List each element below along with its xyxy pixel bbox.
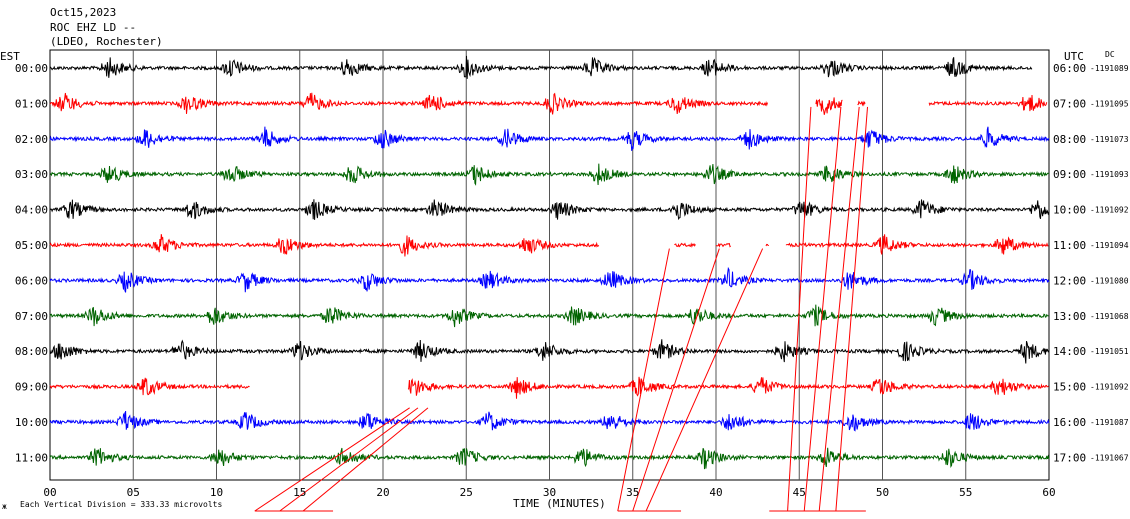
trace-segment <box>815 97 843 115</box>
est-hour-label: 03:00 <box>15 168 48 181</box>
trace-segment <box>49 199 1050 221</box>
dc-value-label: -1191089 <box>1090 64 1129 73</box>
dc-value-label: -1191051 <box>1090 347 1129 356</box>
x-tick-label: 20 <box>376 486 389 499</box>
trace-segment <box>674 242 696 248</box>
dc-offset-label: DC <box>1105 50 1115 59</box>
x-tick-label: 55 <box>959 486 972 499</box>
scale-note: Each Vertical Division = 333.33 microvol… <box>20 500 222 509</box>
est-hour-label: 11:00 <box>15 451 48 464</box>
utc-hour-label: 09:00 <box>1053 168 1086 181</box>
utc-hour-label: 16:00 <box>1053 416 1086 429</box>
x-axis-title: TIME (MINUTES) <box>513 497 606 510</box>
x-tick-label: 50 <box>876 486 889 499</box>
est-hour-label: 00:00 <box>15 62 48 75</box>
header-date: Oct15,2023 <box>50 6 116 19</box>
trace-segment <box>715 242 732 248</box>
utc-hour-label: 13:00 <box>1053 310 1086 323</box>
trace-segment <box>49 410 1050 432</box>
x-tick-label: 25 <box>460 486 473 499</box>
header-network: (LDEO, Rochester) <box>50 35 163 48</box>
x-tick-label: 40 <box>709 486 722 499</box>
x-tick-labels: 00 05 10 15 20 25 30 35 40 45 50 55 60 <box>43 486 1055 499</box>
clip-line <box>632 248 720 512</box>
trace-segment <box>49 304 1050 328</box>
trace-segment <box>49 266 1050 293</box>
x-tick-label: 10 <box>210 486 223 499</box>
dc-value-label: -1191073 <box>1090 135 1129 144</box>
trace-segment <box>49 55 1033 79</box>
dc-value-label: -1191092 <box>1090 206 1129 215</box>
x-tick-label: 35 <box>626 486 639 499</box>
dc-value-labels: -1191089 -1191095 -1191073 -1191093 -1191092… <box>1090 64 1129 462</box>
clip-line <box>645 248 764 512</box>
header-block: Oct15,2023 ROC EHZ LD -- (LDEO, Rocheste… <box>50 6 163 48</box>
trace-segment <box>765 243 769 247</box>
x-tick-label: 05 <box>127 486 140 499</box>
est-hour-label: 08:00 <box>15 345 48 358</box>
clip-line <box>302 407 429 512</box>
utc-hour-labels: 06:00 07:00 08:00 09:00 10:00 11:00 12:00 13:00… <box>1053 62 1086 464</box>
clip-line <box>835 106 869 512</box>
clip-line <box>279 407 419 512</box>
trace-rows <box>49 55 1050 470</box>
trace-segment <box>928 94 1048 112</box>
right-timezone-label: UTC <box>1064 50 1084 63</box>
utc-hour-label: 08:00 <box>1053 133 1086 146</box>
trace-segment <box>49 377 250 396</box>
x-tick-label: 00 <box>43 486 56 499</box>
trace-segment <box>49 126 1050 151</box>
trace-segment <box>857 100 866 107</box>
utc-hour-label: 15:00 <box>1053 381 1086 394</box>
trace-segment <box>49 339 1050 364</box>
trace-segment <box>407 376 1049 399</box>
dc-value-label: -1191087 <box>1090 418 1129 427</box>
est-hour-label: 05:00 <box>15 239 48 252</box>
utc-hour-label: 12:00 <box>1053 274 1086 287</box>
est-hour-label: 02:00 <box>15 133 48 146</box>
trace-segment <box>49 163 1050 186</box>
time-grid <box>49 49 1050 481</box>
x-tick-label: 60 <box>1042 486 1055 499</box>
footer-mark: ж <box>2 502 7 511</box>
trace-segment <box>49 92 768 115</box>
est-hour-label: 09:00 <box>15 381 48 394</box>
dc-value-label: -1191068 <box>1090 312 1129 321</box>
x-tick-label: 30 <box>543 486 556 499</box>
dc-value-label: -1191067 <box>1090 453 1129 462</box>
utc-hour-label: 07:00 <box>1053 97 1086 110</box>
clip-line <box>254 407 410 512</box>
dc-value-label: -1191094 <box>1090 241 1129 250</box>
x-tick-label: 45 <box>793 486 806 499</box>
trace-segment <box>49 447 1050 470</box>
utc-hour-label: 17:00 <box>1053 451 1086 464</box>
est-hour-label: 01:00 <box>15 97 48 110</box>
est-hour-label: 04:00 <box>15 204 48 217</box>
est-hour-label: 07:00 <box>15 310 48 323</box>
trace-segment <box>785 234 1049 255</box>
clip-line <box>617 248 670 512</box>
clipped-signal-lines <box>254 106 869 512</box>
x-tick-label: 15 <box>293 486 306 499</box>
utc-hour-label: 06:00 <box>1053 62 1086 75</box>
dc-value-label: -1191092 <box>1090 383 1129 392</box>
header-station: ROC EHZ LD -- <box>50 21 136 34</box>
clip-line <box>787 106 812 512</box>
left-timezone-label: EST <box>0 50 20 63</box>
utc-hour-label: 14:00 <box>1053 345 1086 358</box>
dc-value-label: -1191095 <box>1090 99 1129 108</box>
est-hour-label: 10:00 <box>15 416 48 429</box>
clip-line <box>818 106 860 512</box>
dc-value-label: -1191093 <box>1090 170 1129 179</box>
est-hour-labels: 00:00 01:00 02:00 03:00 04:00 05:00 06:00 07:00… <box>15 62 48 464</box>
trace-segment <box>49 234 600 257</box>
est-hour-label: 06:00 <box>15 274 48 287</box>
utc-hour-label: 10:00 <box>1053 204 1086 217</box>
utc-hour-label: 11:00 <box>1053 239 1086 252</box>
clip-line <box>803 106 842 512</box>
dc-value-label: -1191080 <box>1090 276 1129 285</box>
